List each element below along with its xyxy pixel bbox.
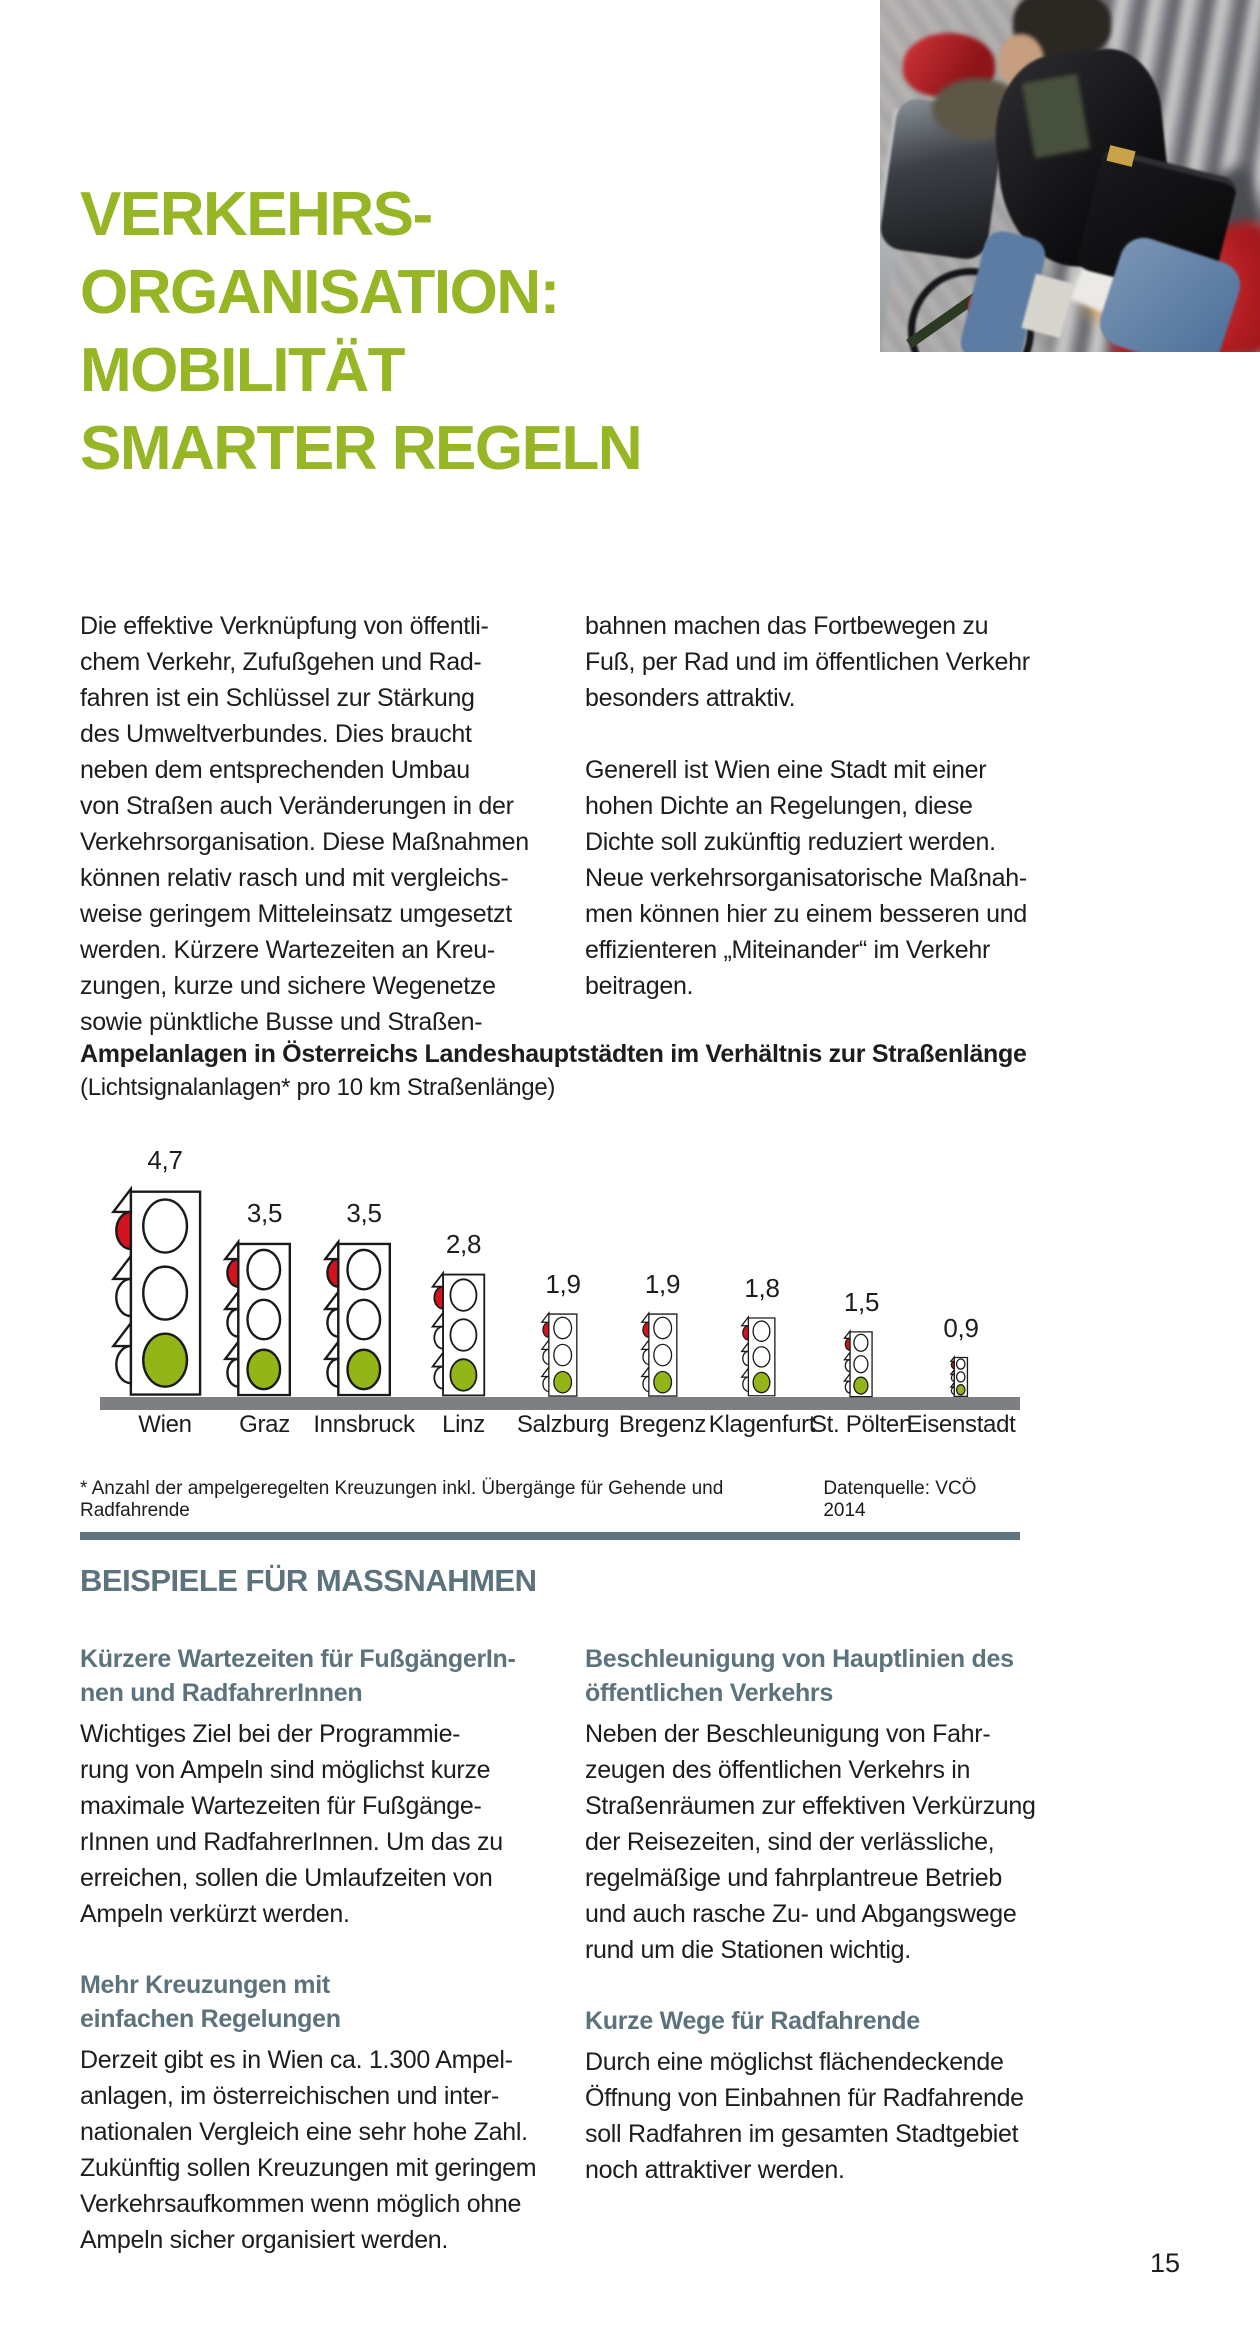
traffic-light-icon — [843, 1331, 873, 1397]
measure-body-waiting-times: Wichtiges Ziel bei der Programmie- rung … — [80, 1720, 503, 1928]
chart-value-label: 4,7 — [147, 1144, 183, 1175]
traffic-light-icon — [109, 1189, 202, 1397]
chart-plot-area: 4,7 Wien 3,5 Graz 3,5 Innsbruck 2,8 Linz 1,9 Salz… — [0, 1128, 1260, 1440]
page-number: 15 — [1149, 2248, 1180, 2278]
chart-category-label: Eisenstadt — [906, 1411, 1016, 1438]
chart-value-label: 1,9 — [545, 1268, 581, 1299]
chart-value-label: 1,8 — [744, 1273, 780, 1304]
page-title: VERKEHRS- ORGANISATION: MOBILITÄT SMARTE… — [80, 176, 800, 488]
traffic-light-icon — [222, 1242, 291, 1397]
measure-title-cycling-routes: Kurze Wege für Radfahrende — [585, 2007, 920, 2035]
page-title-line-3: MOBILITÄT — [80, 336, 406, 405]
chart-footnote: * Anzahl der ampelgeregelten Kreuzungen … — [80, 1478, 724, 1521]
chart-value-label: 0,9 — [943, 1313, 979, 1344]
chart-category-label: Wien — [138, 1411, 192, 1438]
chart-category-label: Klagenfurt — [708, 1411, 816, 1438]
measures-column-right: Beschleunigung von Hauptlinien des öffen… — [585, 1642, 1080, 2224]
header-photo — [880, 0, 1260, 352]
traffic-light-icon — [540, 1313, 578, 1397]
measure-title-waiting-times: Kürzere Wartezeiten für FußgängerIn- nen… — [80, 1645, 516, 1707]
chart-value-label: 3,5 — [246, 1197, 283, 1228]
chart-subtitle: (Lichtsignalanlagen* pro 10 km Straßenlä… — [80, 1074, 556, 1101]
chart-baseline — [100, 1397, 1020, 1410]
traffic-light-icon — [950, 1357, 968, 1397]
intro-paragraph-right-1: bahnen machen das Fortbewegen zu Fuß, pe… — [585, 612, 1030, 712]
chart-value-label: 2,8 — [445, 1228, 482, 1259]
chart-category-label: Innsbruck — [313, 1411, 415, 1438]
intro-paragraph-left: Die effektive Verknüpfung von öffentli- … — [80, 612, 529, 1036]
chart-category-label: Bregenz — [618, 1411, 707, 1438]
traffic-light-icon — [430, 1273, 486, 1397]
chart-footnotes: * Anzahl der ampelgeregelten Kreuzungen … — [80, 1478, 1020, 1522]
section-heading: BEISPIELE FÜR MASSNAHMEN — [80, 1563, 537, 1598]
chart-source: Datenquelle: VCÖ 2014 — [823, 1478, 977, 1521]
measure-title-public-transport: Beschleunigung von Hauptlinien des öffen… — [585, 1645, 1014, 1707]
section-divider — [80, 1532, 1020, 1540]
chart-category-label: Linz — [442, 1411, 485, 1438]
traffic-light-icon — [640, 1313, 678, 1397]
page-title-line-4: SMARTER REGELN — [80, 414, 643, 483]
chart-category-label: Salzburg — [516, 1411, 610, 1438]
chart-category-label: Graz — [239, 1411, 290, 1438]
traffic-light-icon — [740, 1317, 776, 1397]
measure-body-cycling-routes: Durch eine möglichst flächendeckende Öff… — [585, 2048, 1024, 2184]
page-title-line-2: ORGANISATION: — [80, 258, 560, 327]
measure-body-simple-rules: Derzeit gibt es in Wien ca. 1.300 Ampel-… — [80, 2046, 537, 2254]
measure-body-public-transport: Neben der Beschleunigung von Fahr- zeuge… — [585, 1720, 1036, 1964]
chart-value-label: 1,5 — [843, 1286, 880, 1317]
page-title-line-1: VERKEHRS- — [80, 180, 433, 249]
measure-title-simple-rules: Mehr Kreuzungen mit einfachen Regelungen — [80, 1971, 341, 2033]
chart-value-label: 3,5 — [346, 1197, 382, 1228]
intro-paragraph-right-2: Generell ist Wien eine Stadt mit einer h… — [585, 756, 1027, 1000]
chart-category-label: St. Pölten — [810, 1411, 913, 1438]
traffic-light-icon — [322, 1242, 391, 1397]
chart-title: Ampelanlagen in Österreichs Landeshaupts… — [80, 1040, 1027, 1068]
measures-column-left: Kürzere Wartezeiten für FußgängerIn- nen… — [80, 1642, 575, 2294]
chart-value-label: 1,9 — [644, 1268, 681, 1299]
intro-column-right: bahnen machen das Fortbewegen zu Fuß, pe… — [585, 608, 1080, 1040]
